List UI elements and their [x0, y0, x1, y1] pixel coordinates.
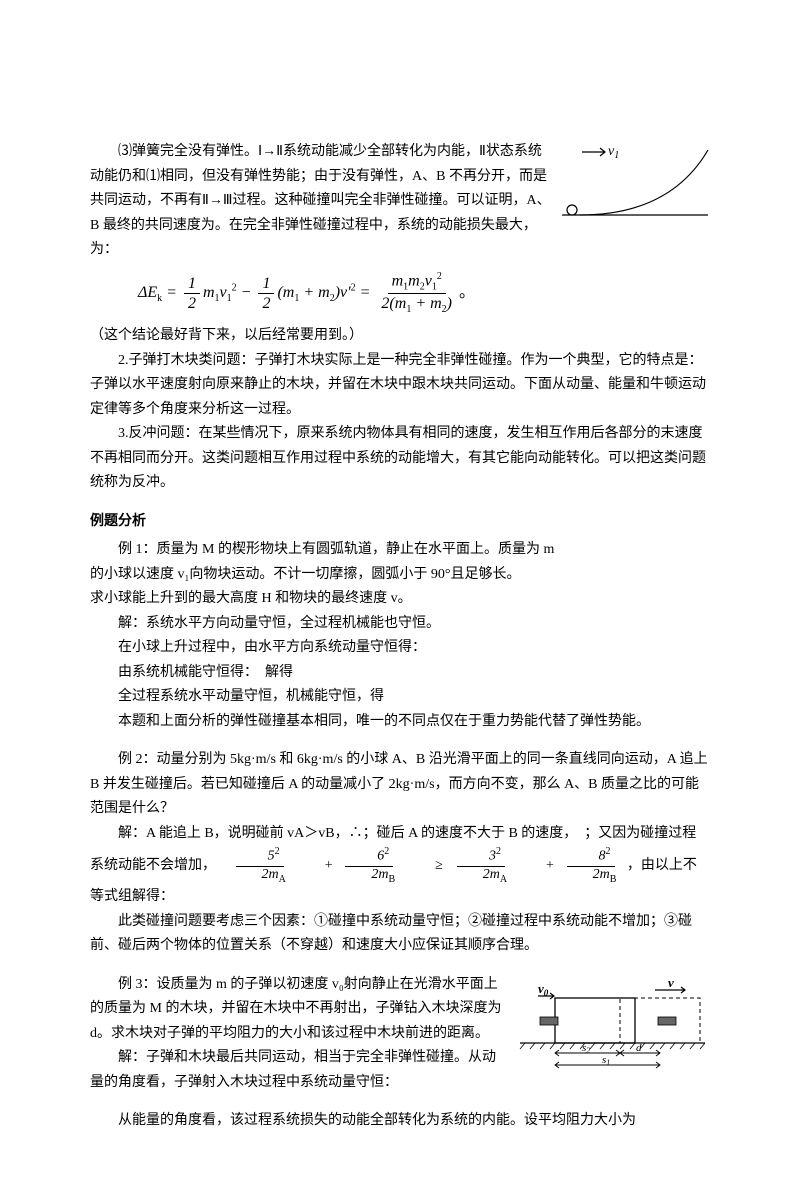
velocity-arrow: [582, 148, 605, 156]
formula-delta-ek: ΔEk = 1 2 m1v12 − 1 2 (m1 + m2)v′2 = m1m…: [138, 271, 710, 317]
ex1-line-b: 的小球以速度 v₁向物块运动。不计一切摩擦，圆弧小于 90°且足够长。: [90, 563, 710, 588]
m1m2-vprime: (m1 + m2)v′2: [277, 279, 355, 308]
paragraph-recoil: 3.反冲问题：在某些情况下，原来系统内物体具有相同的速度，发生相互作用后各部分的…: [90, 422, 710, 496]
ex1-sol-1: 解：系统水平方向动量守恒，全过程机械能也守恒。: [90, 612, 710, 637]
bullet-left: [540, 1017, 558, 1025]
ex1-sol-3: 由系统机械能守恒得： 解得: [90, 661, 710, 686]
frac-half-2: 1 2: [258, 274, 274, 313]
hatching: [520, 1043, 705, 1049]
bullet-right: [658, 1017, 676, 1025]
v-label: v: [668, 975, 674, 990]
delta-ek: ΔEk: [138, 279, 162, 308]
section-3-block: v1 ⑶弹簧完全没有弹性。Ⅰ→Ⅱ系统动能减少全部转化为内能，Ⅱ状态系统动能仍和⑴…: [90, 140, 710, 263]
note-memorize: （这个结论最好背下来，以后经常要用到。）: [90, 324, 710, 349]
figure-bullet-block: v0 v s2: [510, 973, 710, 1073]
ex3-block: v0 v s2: [90, 973, 710, 1096]
paragraph-bullet-block: 2.子弹打木块类问题：子弹打木块实际上是一种完全非弹性碰撞。作为一个典型，它的特…: [90, 349, 710, 423]
curve-path: [580, 150, 708, 215]
equals-1: =: [162, 279, 181, 307]
v1-label: v1: [608, 144, 619, 161]
s1-label: s1: [602, 1054, 610, 1067]
ball-icon: [567, 205, 577, 215]
minus: −: [237, 279, 256, 307]
ex2-sol-2: 此类碰撞问题要考虑三个因素：①碰撞中系统动量守恒；②碰撞过程中系统动能不增加；③…: [90, 910, 710, 959]
block-solid: [555, 998, 635, 1043]
equals-2: =: [356, 279, 375, 307]
document-page: v1 ⑶弹簧完全没有弹性。Ⅰ→Ⅱ系统动能减少全部转化为内能，Ⅱ状态系统动能仍和⑴…: [0, 0, 800, 1194]
ex2-sol-1: 解：A 能追上 B，说明碰前 vA＞vB，∴；碰后 A 的速度不大于 B 的速度…: [90, 822, 710, 910]
frac-result: m1m2v12 2(m1 + m2): [377, 271, 456, 317]
d-label: d: [636, 1042, 642, 1054]
formula-tail: 。: [459, 279, 475, 307]
ex1-line-a: 例 1：质量为 M 的楔形物块上有圆弧轨道，静止在水平面上。质量为 m: [90, 538, 710, 563]
inequality-fracs: 522mA + 622mB ≥ 322mA + 822mB: [227, 846, 624, 885]
m1v1sq: m1v12: [203, 279, 237, 308]
figure-incline-curve: v1: [560, 140, 710, 220]
frac-half-1: 1 2: [184, 274, 200, 313]
ex3-sol-2: 从能量的角度看，该过程系统损失的动能全部转化为系统的内能。设平均阻力大小为: [90, 1109, 710, 1134]
ex2-prompt: 例 2：动量分别为 5kg·m/s 和 6kg·m/s 的小球 A、B 沿光滑平…: [90, 748, 710, 822]
s2-label: s2: [582, 1042, 590, 1055]
ex1-line-c: 求小球能上升到的最大高度 H 和物块的最终速度 v。: [90, 587, 710, 612]
ex1-sol-2: 在小球上升过程中，由水平方向系统动量守恒得：: [90, 636, 710, 661]
examples-heading: 例题分析: [90, 510, 710, 535]
ex1-sol-5: 本题和上面分析的弹性碰撞基本相同，唯一的不同点仅在于重力势能代替了弹性势能。: [90, 710, 710, 735]
ex1-sol-4: 全过程系统水平动量守恒，机械能守恒，得: [90, 685, 710, 710]
